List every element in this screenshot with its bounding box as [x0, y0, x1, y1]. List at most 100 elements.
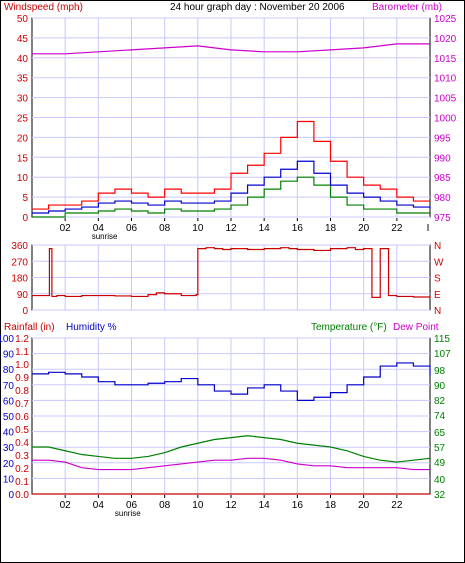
direction-tick-label: 180: [11, 274, 28, 285]
humidity-tick-label: 30: [3, 443, 15, 454]
humidity-tick-label: 60: [3, 396, 15, 407]
humidity-xtick-label: 16: [292, 500, 304, 511]
humidity-tick-label: 0: [8, 490, 14, 501]
temperature-axis-title: Temperature (°F): [311, 322, 387, 333]
humidity-xtick-label: 12: [225, 500, 237, 511]
barometer-tick-label: 1000: [434, 114, 457, 125]
barometer-tick-label: 980: [434, 193, 451, 204]
direction-compass-label: E: [434, 290, 441, 301]
barometer-tick-label: 1020: [434, 34, 457, 45]
barometer-tick-label: 985: [434, 173, 451, 184]
barometer-line: [32, 43, 430, 55]
windspeed-tick-label: 30: [17, 94, 29, 105]
temperature-tick-label: 115: [434, 334, 450, 345]
barometer-tick-label: 1015: [434, 54, 457, 65]
temperature-tick-label: 57: [434, 443, 446, 454]
direction-tick-label: 90: [17, 290, 29, 301]
wind-xtick-end-label: I: [427, 223, 430, 234]
temperature-tick-label: 49: [434, 458, 446, 469]
humidity-tick-label: 90: [3, 350, 15, 361]
humidity-xtick-label: 22: [391, 500, 403, 511]
wind-xtick-label: 14: [259, 223, 271, 234]
humidity-tick-label: 100: [0, 334, 14, 345]
temperature-tick-label: 90: [434, 381, 446, 392]
temperature-tick-label: 107: [434, 349, 451, 360]
windspeed-tick-label: 45: [17, 34, 29, 45]
humidity-sunrise-label: sunrise: [115, 509, 141, 518]
temperature-tick-label: 98: [434, 366, 446, 377]
wind-xtick-label: 10: [192, 223, 204, 234]
barometer-tick-label: 1005: [434, 94, 457, 105]
humidity-tick-label: 10: [3, 474, 15, 485]
temperature-tick-label: 40: [434, 475, 446, 486]
windspeed-tick-label: 0: [22, 213, 28, 224]
humidity-xtick-label: 20: [358, 500, 370, 511]
humidity-xtick-label: 04: [93, 500, 105, 511]
wind-xtick-label: 12: [225, 223, 237, 234]
windspeed-tick-label: 20: [17, 133, 29, 144]
rainfall-tick-label: 1.2: [15, 334, 29, 345]
wind-xtick-label: 06: [126, 223, 138, 234]
rainfall-tick-label: 0.2: [15, 464, 29, 475]
wind-xtick-label: 16: [292, 223, 304, 234]
humidity-tick-label: 70: [3, 381, 15, 392]
rainfall-tick-label: 0.1: [15, 477, 29, 488]
windspeed-axis-title: Windspeed (mph): [4, 2, 83, 13]
barometer-tick-label: 1025: [434, 14, 457, 25]
humidity-xtick-label: 08: [159, 500, 171, 511]
humidity-xtick-label: 14: [259, 500, 271, 511]
wind-xtick-label: 18: [325, 223, 337, 234]
direction-compass-label: N: [434, 241, 441, 252]
windspeed-tick-label: 25: [17, 114, 29, 125]
wind-direction-line: [32, 247, 431, 298]
barometer-tick-label: 995: [434, 133, 451, 144]
rainfall-tick-label: 0.3: [15, 451, 29, 462]
windspeed-tick-label: 10: [17, 173, 29, 184]
windspeed-average-line: [32, 160, 431, 214]
dewpoint-line: [32, 457, 430, 471]
barometer-tick-label: 990: [434, 153, 451, 164]
temperature-tick-label: 82: [434, 396, 446, 407]
temperature-tick-label: 32: [434, 490, 446, 501]
windspeed-tick-label: 15: [17, 153, 29, 164]
humidity-tick-label: 40: [3, 428, 15, 439]
barometer-tick-label: 975: [434, 213, 451, 224]
dewpoint-axis-title: Dew Point: [393, 322, 439, 333]
temperature-line: [32, 435, 431, 463]
temperature-tick-label: 74: [434, 411, 446, 422]
rainfall-tick-label: 1.1: [15, 347, 29, 358]
humidity-tick-label: 80: [3, 365, 15, 376]
wind-xtick-label: 08: [159, 223, 171, 234]
direction-tick-label: 0: [22, 306, 28, 317]
humidity-xtick-label: 10: [192, 500, 204, 511]
windspeed-tick-label: 50: [17, 14, 29, 25]
windspeed-tick-label: 35: [17, 74, 29, 85]
direction-compass-label: S: [434, 274, 441, 285]
wind-xtick-label: 04: [93, 223, 105, 234]
rainfall-tick-label: 0.5: [15, 425, 29, 436]
windspeed-low-line: [32, 176, 430, 218]
windspeed-gust-line: [32, 120, 430, 210]
rainfall-tick-label: 0.0: [15, 490, 29, 501]
direction-compass-label: N: [434, 306, 441, 317]
wind-sunrise-label: sunrise: [92, 232, 118, 241]
rainfall-axis-title: Rainfall (in): [4, 322, 55, 333]
barometer-axis-title: Barometer (mb): [372, 2, 442, 13]
direction-tick-label: 360: [11, 241, 28, 252]
humidity-xtick-label: 02: [60, 500, 72, 511]
rainfall-tick-label: 0.8: [15, 386, 29, 397]
rainfall-tick-label: 1.0: [15, 360, 29, 371]
rainfall-tick-label: 0.4: [15, 438, 29, 449]
barometer-tick-label: 1010: [434, 74, 457, 85]
humidity-line: [32, 362, 431, 401]
direction-compass-label: W: [434, 257, 444, 268]
humidity-tick-label: 50: [3, 412, 15, 423]
wind-xtick-label: 02: [60, 223, 72, 234]
wind-xtick-label: 20: [358, 223, 370, 234]
humidity-xtick-label: 06: [126, 500, 138, 511]
temperature-tick-label: 65: [434, 428, 446, 439]
windspeed-tick-label: 40: [17, 54, 29, 65]
humidity-axis-title: Humidity %: [66, 322, 117, 333]
windspeed-tick-label: 5: [22, 193, 28, 204]
